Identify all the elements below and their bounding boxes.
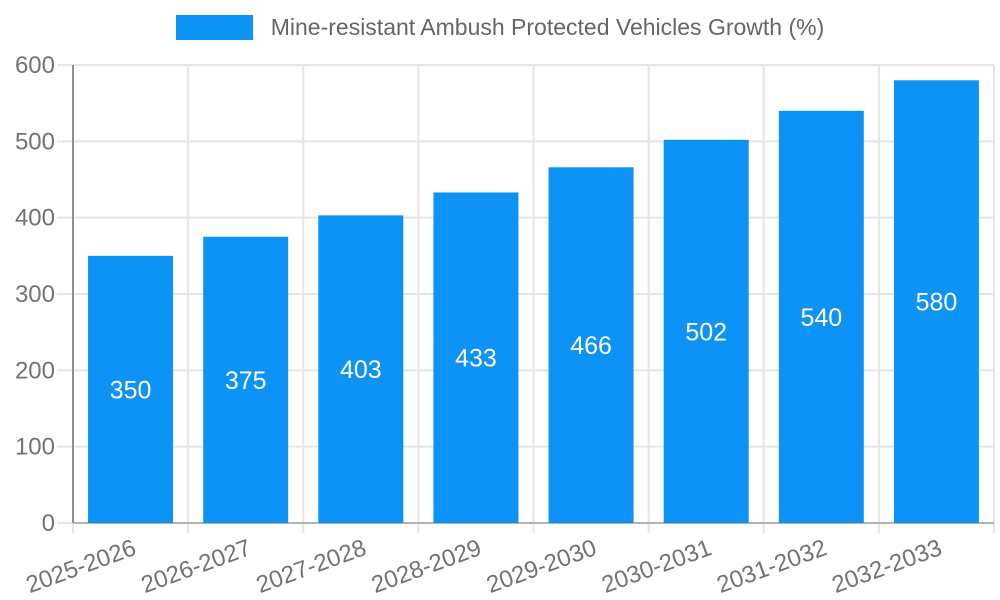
bar[interactable] <box>893 80 979 524</box>
bar[interactable] <box>203 236 289 523</box>
bar-value-label: 433 <box>455 345 497 373</box>
y-tick-label: 100 <box>15 434 55 461</box>
x-tick-label: 2031-2032 <box>713 534 830 599</box>
x-tick-label: 2032-2033 <box>828 534 945 599</box>
x-tick-label: 2028-2029 <box>368 534 485 599</box>
bar-value-label: 403 <box>340 356 382 384</box>
chart-legend[interactable]: Mine-resistant Ambush Protected Vehicles… <box>0 14 1000 41</box>
y-tick-label: 600 <box>15 52 55 79</box>
y-tick-label: 400 <box>15 205 55 232</box>
bar-value-label: 375 <box>225 367 267 395</box>
bar-value-label: 466 <box>570 332 612 360</box>
legend-label: Mine-resistant Ambush Protected Vehicles… <box>270 14 825 40</box>
y-tick-label: 300 <box>15 281 55 308</box>
bar-value-label: 350 <box>110 376 152 404</box>
y-tick-label: 500 <box>15 128 55 155</box>
x-tick-label: 2027-2028 <box>253 534 370 599</box>
y-tick-label: 0 <box>42 510 55 537</box>
x-tick-label: 2026-2027 <box>138 534 255 599</box>
y-tick-label: 200 <box>15 357 55 384</box>
bar-value-label: 580 <box>916 289 958 317</box>
x-tick-label: 2025-2026 <box>23 534 140 599</box>
x-tick-label: 2029-2030 <box>483 534 600 599</box>
bar[interactable] <box>88 255 174 524</box>
bar-value-label: 540 <box>800 304 842 332</box>
bar[interactable] <box>548 167 634 523</box>
legend-swatch <box>175 15 253 40</box>
bar[interactable] <box>663 139 749 523</box>
bar[interactable] <box>778 110 864 524</box>
bar[interactable] <box>433 192 519 523</box>
bar-value-label: 502 <box>685 318 727 346</box>
bar[interactable] <box>318 215 404 524</box>
x-tick-label: 2030-2031 <box>598 534 715 599</box>
